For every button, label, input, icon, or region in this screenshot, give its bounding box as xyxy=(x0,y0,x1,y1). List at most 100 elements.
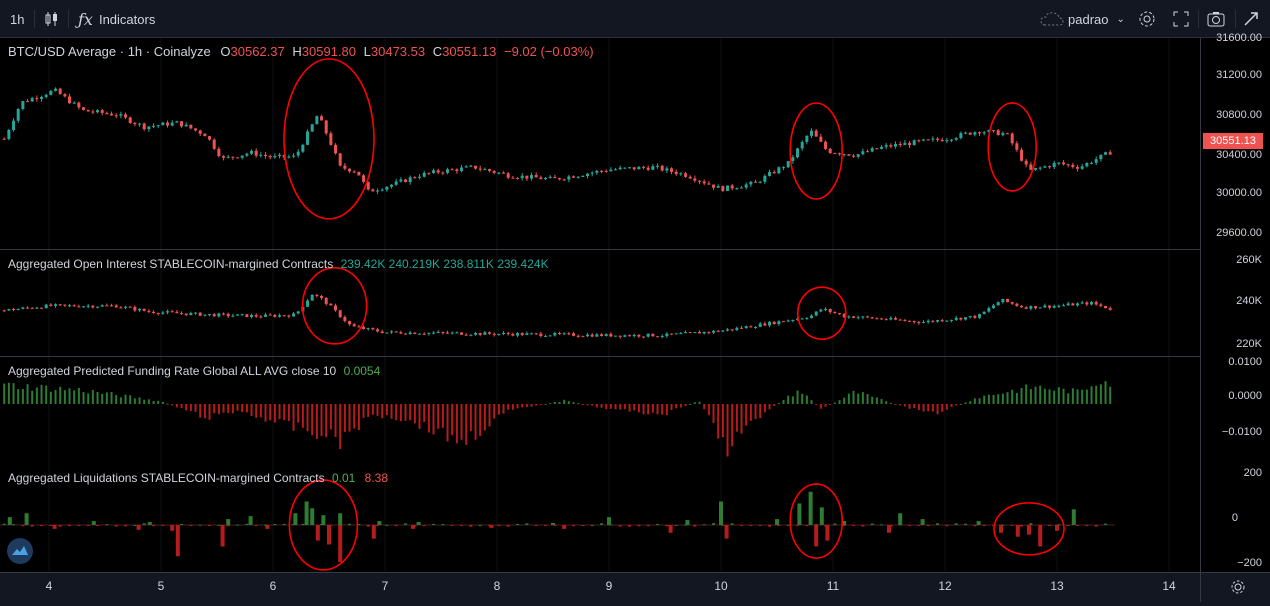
liq-bar-small xyxy=(282,523,286,525)
funding-bar xyxy=(889,403,892,405)
price-candle xyxy=(861,151,865,155)
time-axis[interactable]: 4 5 6 7 8 9 10 11 12 13 14 xyxy=(0,572,1200,602)
annotation-circle xyxy=(987,102,1038,192)
oi-candle xyxy=(446,332,450,334)
liq-bar-small xyxy=(376,524,380,526)
liq-bar-small xyxy=(236,524,240,526)
price-candle xyxy=(978,132,982,134)
price-candle xyxy=(404,179,408,182)
funding-bar xyxy=(1104,381,1107,404)
liq-bar-small xyxy=(637,524,641,527)
liq-bar-small xyxy=(404,523,408,525)
price-axis[interactable]: 31600.00 31200.00 30800.00 30400.00 3000… xyxy=(1200,32,1270,572)
share-arrow-icon xyxy=(1244,12,1258,26)
oi-candle xyxy=(1010,301,1014,304)
snapshot-button[interactable] xyxy=(1206,0,1226,38)
pane-divider[interactable] xyxy=(0,249,1270,250)
oi-candle xyxy=(77,306,81,308)
oi-candle xyxy=(464,334,468,336)
chart-plot[interactable] xyxy=(0,38,1200,572)
liq-bar-small xyxy=(534,524,538,526)
funding-bar xyxy=(259,403,262,418)
liq-bar-small xyxy=(1001,524,1005,526)
main-legend: BTC/USD Average · 1h · Coinalyze O30562.… xyxy=(8,44,594,59)
oi-candle xyxy=(898,319,902,321)
brand-logo[interactable] xyxy=(7,538,33,564)
settings-button[interactable] xyxy=(1137,0,1157,38)
liq-bar-small xyxy=(68,524,72,527)
price-candle xyxy=(604,171,608,173)
axis-settings-button[interactable] xyxy=(1200,572,1270,602)
oi-candle xyxy=(824,308,828,310)
funding-bar xyxy=(185,403,188,411)
liq-bar-small xyxy=(1010,524,1014,526)
price-candle xyxy=(866,151,870,153)
price-candle xyxy=(385,186,389,190)
pane-divider[interactable] xyxy=(0,356,1270,357)
liq-tick: 200 xyxy=(1243,467,1262,479)
interval-button[interactable]: 1h xyxy=(10,0,24,38)
time-tick: 8 xyxy=(493,579,501,593)
oi-candle xyxy=(110,305,114,307)
oi-candle xyxy=(418,333,422,335)
liq-bar-small xyxy=(422,524,426,526)
funding-bar xyxy=(857,393,860,404)
price-candle xyxy=(152,125,156,127)
price-candle xyxy=(436,170,440,173)
price-candle xyxy=(1104,152,1108,155)
oi-candle xyxy=(40,307,44,309)
oi-candle xyxy=(254,315,258,317)
price-candle xyxy=(44,94,48,97)
chart-type-button[interactable] xyxy=(43,0,61,38)
funding-bar xyxy=(222,403,225,413)
liq-bar-small xyxy=(982,524,986,527)
price-candle xyxy=(301,144,305,152)
price-candle xyxy=(1001,133,1005,136)
liq-bar-small xyxy=(245,523,249,525)
ohlc-open-label: O xyxy=(220,44,231,59)
liq-bar-small xyxy=(786,524,790,526)
price-candle xyxy=(926,139,930,141)
funding-bar xyxy=(941,403,944,412)
liq-bar-short xyxy=(52,524,57,529)
liq-bar-long xyxy=(1071,509,1076,525)
funding-bar xyxy=(138,397,141,404)
oi-candle xyxy=(203,314,207,316)
liq-bar-long xyxy=(304,501,309,525)
oi-candle xyxy=(478,333,482,335)
oi-candle xyxy=(786,320,790,322)
price-candle xyxy=(805,135,809,142)
oi-candle xyxy=(352,324,356,327)
fullscreen-icon xyxy=(1173,11,1189,27)
oi-candle xyxy=(460,332,464,335)
funding-bar xyxy=(516,403,519,409)
publish-button[interactable] xyxy=(1242,0,1260,38)
indicators-button[interactable]: ƒx Indicators xyxy=(78,0,155,38)
price-candle xyxy=(819,136,823,142)
funding-bar xyxy=(1085,389,1088,404)
funding-bar xyxy=(763,403,766,413)
price-tick: 31600.00 xyxy=(1216,32,1262,44)
oi-candle xyxy=(931,320,935,322)
funding-bar xyxy=(936,403,939,415)
oi-candle xyxy=(903,319,907,321)
oi-candle xyxy=(170,311,174,313)
funding-bar xyxy=(665,403,668,416)
chart-area[interactable]: BTC/USD Average · 1h · Coinalyze O30562.… xyxy=(0,38,1200,572)
funding-bar xyxy=(460,403,463,440)
price-candle xyxy=(520,175,524,179)
price-candle xyxy=(581,176,585,178)
price-candle xyxy=(413,177,417,179)
ohlc-high: 30591.80 xyxy=(301,44,357,59)
funding-bar xyxy=(642,403,645,415)
funding-bar xyxy=(82,392,85,404)
fullscreen-button[interactable] xyxy=(1172,0,1190,38)
layout-button[interactable]: padrao ⌄ xyxy=(1040,0,1125,38)
oi-candle xyxy=(250,315,254,318)
price-candle xyxy=(796,148,800,158)
funding-bar xyxy=(31,390,34,404)
price-candle xyxy=(716,186,720,188)
funding-bar xyxy=(945,403,948,410)
oi-candle xyxy=(282,315,286,317)
price-candle xyxy=(264,154,268,157)
